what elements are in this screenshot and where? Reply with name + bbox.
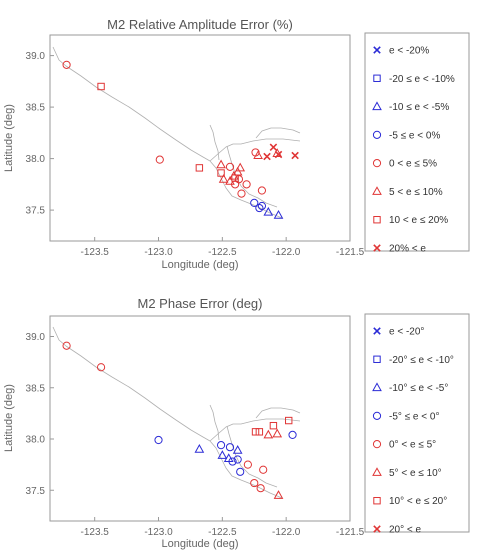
legend-label: -20° ≤ e < -10°	[389, 355, 454, 366]
phase-error-chart: M2 Phase Error (deg) Longitude (deg) Lat…	[3, 296, 469, 550]
legend-label: -5° ≤ e < 0°	[389, 411, 439, 422]
legend-label: 10 < e ≤ 20%	[389, 215, 448, 226]
x-tick-label: -122.5	[208, 527, 237, 538]
amplitude-error-chart: M2 Relative Amplitude Error (%) Longitud…	[3, 17, 469, 271]
legend-label: 20° < e	[389, 525, 422, 536]
x-tick-label: -122.0	[272, 527, 301, 538]
legend-label: 5° < e ≤ 10°	[389, 468, 442, 479]
y-tick-label: 38.5	[26, 383, 46, 394]
x-tick-label: -123.5	[81, 527, 110, 538]
x-tick-label: -122.5	[208, 247, 237, 258]
legend-label: e < -20°	[389, 327, 424, 338]
legend-label: 0 < e ≤ 5%	[389, 159, 437, 170]
plot-frame	[50, 35, 350, 241]
y-axis-label: Latitude (deg)	[3, 104, 15, 172]
legend-label: e < -20%	[389, 46, 429, 57]
x-tick-label: -122.0	[272, 247, 301, 258]
legend-label: -10° ≤ e < -5°	[389, 383, 448, 394]
y-tick-label: 38.0	[26, 435, 46, 446]
x-tick-label: -123.0	[144, 247, 173, 258]
chart-title: M2 Relative Amplitude Error (%)	[107, 17, 293, 32]
legend: e < -20% -20 ≤ e < -10% -10 ≤ e < -5% -5 ≤ …	[365, 33, 469, 255]
x-axis-label: Longitude (deg)	[161, 538, 238, 550]
y-tick-label: 38.5	[26, 103, 46, 114]
x-tick-label: -121.5	[336, 247, 365, 258]
y-tick-label: 38.0	[26, 154, 46, 165]
x-tick-label: -123.0	[144, 527, 173, 538]
legend-label: -10 ≤ e < -5%	[389, 102, 449, 113]
y-tick-label: 39.0	[26, 332, 46, 343]
y-axis-label: Latitude (deg)	[3, 384, 15, 452]
plot-frame	[50, 316, 350, 521]
x-tick-label: -121.5	[336, 527, 365, 538]
x-axis-label: Longitude (deg)	[161, 259, 238, 271]
legend-label: 0° < e ≤ 5°	[389, 440, 436, 451]
legend-label: 20% < e	[389, 244, 426, 255]
legend-label: -5 ≤ e < 0%	[389, 130, 440, 141]
chart-title: M2 Phase Error (deg)	[138, 296, 263, 311]
y-tick-label: 39.0	[26, 51, 46, 62]
y-tick-label: 37.5	[26, 486, 46, 497]
legend-label: 10° < e ≤ 20°	[389, 496, 447, 507]
legend: e < -20° -20° ≤ e < -10° -10° ≤ e < -5° -5°…	[365, 314, 469, 536]
x-tick-label: -123.5	[81, 247, 110, 258]
y-tick-label: 37.5	[26, 206, 46, 217]
legend-label: 5 < e ≤ 10%	[389, 187, 443, 198]
legend-label: -20 ≤ e < -10%	[389, 74, 455, 85]
